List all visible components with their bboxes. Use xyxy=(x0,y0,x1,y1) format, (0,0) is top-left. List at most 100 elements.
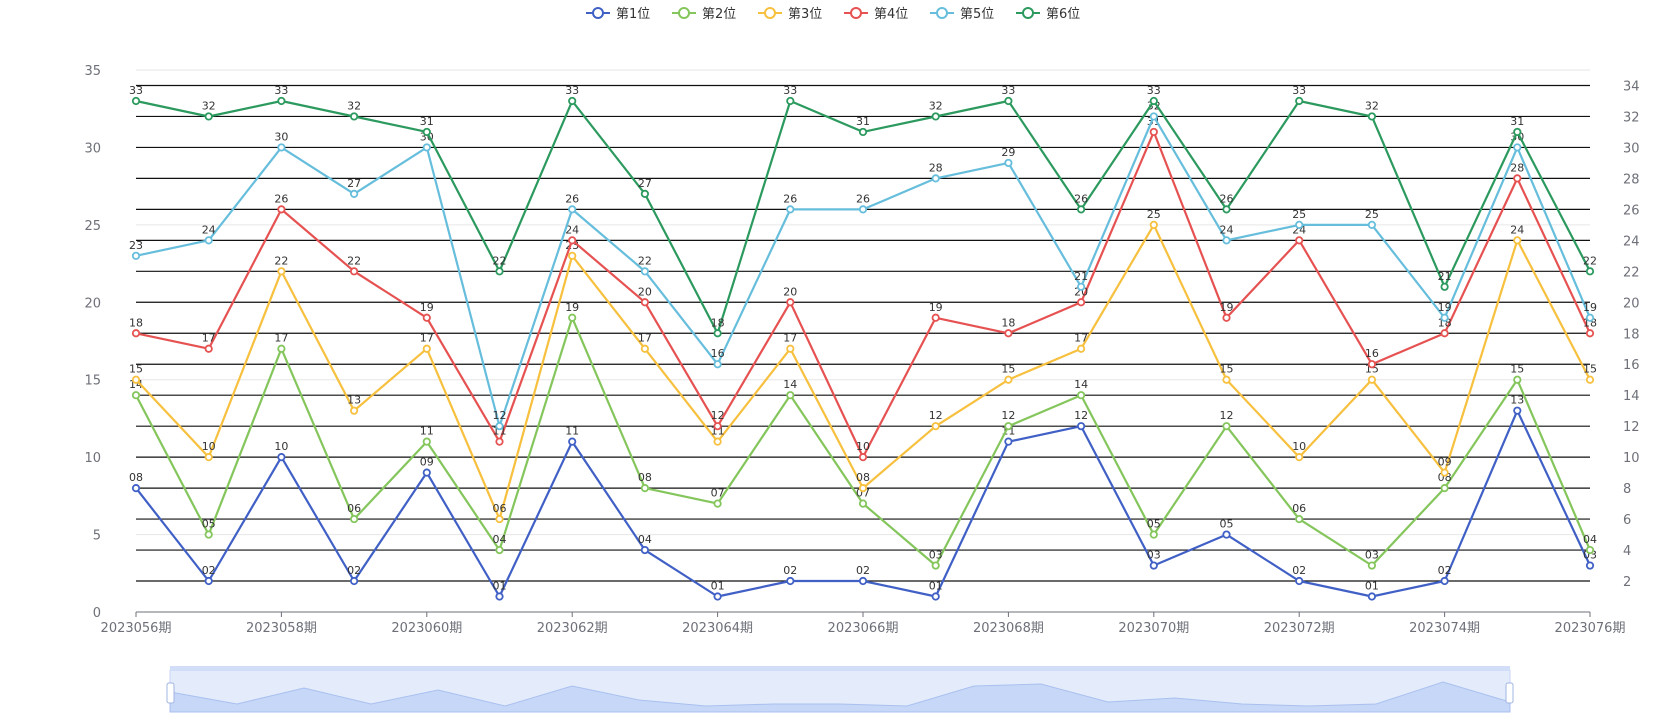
data-point[interactable] xyxy=(931,112,940,121)
data-point[interactable] xyxy=(931,561,940,570)
data-point[interactable] xyxy=(1367,360,1377,369)
data-point[interactable] xyxy=(277,143,286,152)
data-point[interactable] xyxy=(1295,220,1304,229)
data-point[interactable] xyxy=(1440,329,1449,338)
data-point[interactable] xyxy=(786,96,795,106)
data-point[interactable] xyxy=(349,406,359,415)
data-point[interactable] xyxy=(786,298,795,307)
data-point[interactable] xyxy=(349,112,359,121)
legend-item-4[interactable]: 第4位 xyxy=(844,7,908,22)
data-point[interactable] xyxy=(858,576,868,586)
data-point[interactable] xyxy=(1222,375,1231,384)
data-point[interactable] xyxy=(713,422,722,431)
data-point[interactable] xyxy=(931,592,940,601)
data-point[interactable] xyxy=(1585,545,1595,555)
data-point[interactable] xyxy=(786,344,795,353)
data-point[interactable] xyxy=(277,453,286,462)
data-point[interactable] xyxy=(713,329,722,338)
data-point[interactable] xyxy=(1513,127,1522,137)
data-point[interactable] xyxy=(713,499,722,508)
data-point[interactable] xyxy=(1367,220,1377,229)
data-point[interactable] xyxy=(1149,96,1158,106)
data-point[interactable] xyxy=(204,453,213,462)
data-point[interactable] xyxy=(568,236,577,245)
data-point[interactable] xyxy=(1295,576,1304,586)
data-point[interactable] xyxy=(1222,205,1231,214)
data-point[interactable] xyxy=(713,437,722,446)
data-point[interactable] xyxy=(422,143,431,152)
data-point[interactable] xyxy=(931,313,940,322)
data-point[interactable] xyxy=(640,484,650,493)
zoom-top-bar[interactable] xyxy=(170,666,1510,671)
data-point[interactable] xyxy=(131,329,141,338)
data-point[interactable] xyxy=(1585,561,1595,570)
legend-item-6[interactable]: 第6位 xyxy=(1016,7,1080,22)
data-point[interactable] xyxy=(277,344,286,353)
data-point[interactable] xyxy=(1295,236,1304,245)
data-point[interactable] xyxy=(1295,453,1304,462)
data-point[interactable] xyxy=(1513,375,1522,384)
data-point[interactable] xyxy=(1004,329,1013,338)
data-point[interactable] xyxy=(1004,96,1013,106)
data-point[interactable] xyxy=(931,422,940,431)
data-point[interactable] xyxy=(1440,576,1449,586)
legend-item-5[interactable]: 第5位 xyxy=(930,7,994,22)
data-point[interactable] xyxy=(1513,406,1522,415)
data-point[interactable] xyxy=(1222,236,1231,245)
data-point[interactable] xyxy=(640,267,650,276)
data-point[interactable] xyxy=(568,313,577,322)
zoom-handle-left[interactable] xyxy=(166,682,175,704)
data-point[interactable] xyxy=(277,96,286,106)
data-point[interactable] xyxy=(568,437,577,446)
data-point[interactable] xyxy=(713,592,722,601)
data-point[interactable] xyxy=(349,267,359,276)
data-point[interactable] xyxy=(495,545,504,555)
data-point[interactable] xyxy=(204,576,213,586)
data-point[interactable] xyxy=(131,484,141,493)
data-point[interactable] xyxy=(1367,592,1377,601)
data-point[interactable] xyxy=(1149,127,1158,137)
data-point[interactable] xyxy=(204,530,213,539)
data-point[interactable] xyxy=(786,576,795,586)
data-point[interactable] xyxy=(568,96,577,106)
data-point[interactable] xyxy=(1077,422,1086,431)
data-point[interactable] xyxy=(1222,422,1231,431)
data-point[interactable] xyxy=(1077,391,1086,400)
data-point[interactable] xyxy=(131,375,141,384)
data-point[interactable] xyxy=(931,174,940,183)
data-point[interactable] xyxy=(1585,313,1595,322)
data-point[interactable] xyxy=(568,205,577,214)
data-point[interactable] xyxy=(495,437,504,446)
data-point[interactable] xyxy=(1222,313,1231,322)
data-point[interactable] xyxy=(422,468,431,477)
data-point[interactable] xyxy=(277,205,286,214)
data-point[interactable] xyxy=(495,592,504,601)
data-point[interactable] xyxy=(349,189,359,198)
data-point[interactable] xyxy=(786,391,795,400)
data-point[interactable] xyxy=(640,189,650,198)
data-point[interactable] xyxy=(1295,96,1304,106)
data-point[interactable] xyxy=(131,251,141,260)
data-point[interactable] xyxy=(1004,437,1013,446)
data-point[interactable] xyxy=(1440,468,1449,477)
data-point[interactable] xyxy=(1513,174,1522,183)
data-point[interactable] xyxy=(1004,158,1013,168)
data-point[interactable] xyxy=(1367,112,1377,121)
data-point[interactable] xyxy=(1077,282,1086,291)
data-point[interactable] xyxy=(277,267,286,276)
data-point[interactable] xyxy=(1513,236,1522,245)
data-point[interactable] xyxy=(1222,530,1231,539)
data-point[interactable] xyxy=(495,267,504,276)
data-point[interactable] xyxy=(1149,530,1158,539)
data-point[interactable] xyxy=(349,514,359,524)
data-point[interactable] xyxy=(1149,561,1158,570)
data-point[interactable] xyxy=(858,127,868,137)
data-point[interactable] xyxy=(640,298,650,307)
data-point[interactable] xyxy=(495,422,504,431)
data-point[interactable] xyxy=(1077,298,1086,307)
data-point[interactable] xyxy=(349,576,359,586)
data-point[interactable] xyxy=(1367,375,1377,384)
legend[interactable]: 第1位 第2位 第3位 第4位 第5位 第6位 xyxy=(586,7,1080,22)
data-point[interactable] xyxy=(858,499,868,508)
data-point[interactable] xyxy=(131,96,141,106)
